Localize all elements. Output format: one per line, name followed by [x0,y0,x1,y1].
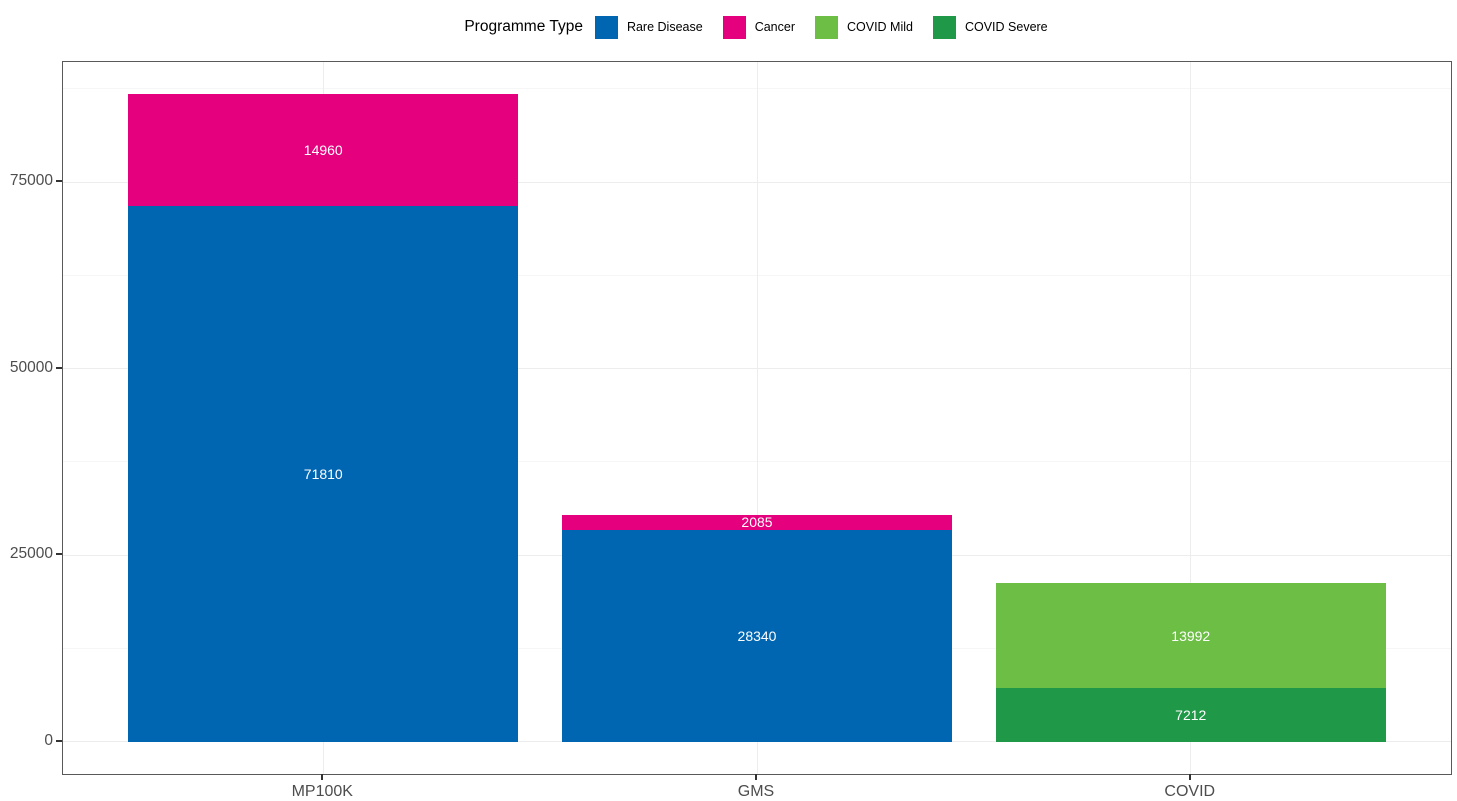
x-axis-tick [1188,774,1191,780]
bar-value-label: 14960 [303,142,343,159]
bar-segment-covid-mild: 13992 [995,583,1386,688]
y-axis-tick [56,739,62,742]
bar-segment-cancer: 2085 [561,514,953,531]
x-axis-tick-label: COVID [1164,783,1216,800]
y-axis-tick-label: 25000 [9,545,53,563]
legend-item-label: Rare Disease [626,20,703,34]
bar-value-label: 7212 [1175,706,1207,723]
y-axis-tick [56,553,62,556]
legend-item: Rare Disease [594,15,703,39]
x-axis-tick-label: MP100K [291,783,353,800]
y-axis-tick-label: 50000 [9,358,53,376]
bar-value-label: 13992 [1171,627,1211,644]
legend-key-swatch [722,15,746,39]
y-axis-tick-label: 0 [44,731,53,749]
bar-segment-cancer: 14960 [128,94,519,206]
bar-segment-covid-severe: 7212 [995,687,1386,742]
grid-vertical-line [1190,62,1192,774]
y-axis-tick [56,366,62,369]
grid-vertical-line [756,62,758,774]
plot-panel: 71810 14960 28340 2085 7212 13992 [62,61,1452,775]
x-axis-tick [321,774,324,780]
legend-item-label: Cancer [754,20,795,34]
legend-item: COVID Mild [814,15,913,39]
legend-title: Programme Type [464,18,583,35]
bar-segment-rare-disease: 71810 [128,205,519,742]
legend-item: Cancer [722,15,795,39]
x-axis-tick-label: GMS [737,783,775,800]
y-axis-tick-label: 75000 [9,172,53,190]
legend-key-swatch [594,15,618,39]
bar-segment-rare-disease: 28340 [561,530,953,742]
legend-item: COVID Severe [932,15,1048,39]
y-axis-tick [56,180,62,183]
bar-value-label: 2085 [741,514,773,531]
legend-item-label: COVID Severe [964,20,1048,34]
bar-value-label: 28340 [737,627,777,644]
legend: Programme Type Rare Disease Cancer COVID M… [62,8,1450,46]
x-axis-tick [755,774,757,780]
legend-items: Rare Disease Cancer COVID Mild COVID Severe [594,15,1048,39]
legend-key-swatch [814,15,838,39]
legend-key-swatch [932,15,956,39]
bar-value-label: 71810 [303,465,343,482]
legend-item-label: COVID Mild [846,20,913,34]
